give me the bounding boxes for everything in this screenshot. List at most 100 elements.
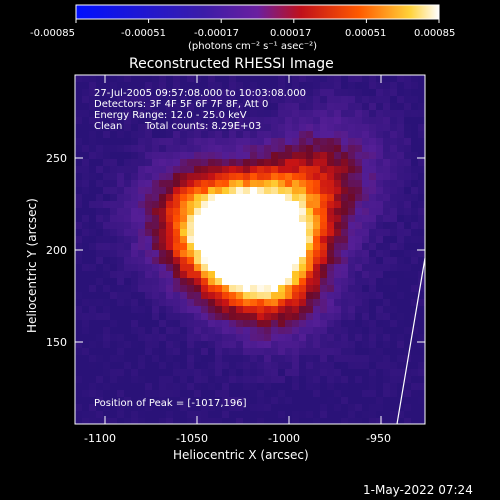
heatmap-cell bbox=[264, 306, 272, 314]
heatmap-cell bbox=[96, 117, 104, 125]
heatmap-cell bbox=[299, 229, 307, 237]
heatmap-cell bbox=[89, 278, 97, 286]
heatmap-cell bbox=[306, 124, 314, 132]
heatmap-cell bbox=[278, 89, 286, 97]
heatmap-cell bbox=[96, 383, 104, 391]
heatmap-cell bbox=[404, 194, 412, 202]
heatmap-cell bbox=[194, 187, 202, 195]
heatmap-cell bbox=[201, 117, 209, 125]
heatmap-cell bbox=[75, 355, 83, 363]
heatmap-cell bbox=[138, 362, 146, 370]
heatmap-cell bbox=[285, 103, 293, 111]
heatmap-cell bbox=[159, 124, 167, 132]
heatmap-cell bbox=[250, 229, 258, 237]
heatmap-cell bbox=[369, 103, 377, 111]
heatmap-cell bbox=[278, 208, 286, 216]
heatmap-cell bbox=[131, 145, 139, 153]
heatmap-cell bbox=[243, 215, 251, 223]
heatmap-cell bbox=[110, 299, 118, 307]
heatmap-cell bbox=[187, 152, 195, 160]
heatmap-cell bbox=[236, 138, 244, 146]
heatmap-cell bbox=[397, 201, 405, 209]
heatmap-cell bbox=[180, 82, 188, 90]
heatmap-cell bbox=[159, 194, 167, 202]
heatmap-cell bbox=[75, 292, 83, 300]
heatmap-cell bbox=[194, 243, 202, 251]
heatmap-cell bbox=[334, 117, 342, 125]
heatmap-cell bbox=[208, 264, 216, 272]
heatmap-cell bbox=[383, 397, 391, 405]
heatmap-cell bbox=[341, 173, 349, 181]
heatmap-cell bbox=[243, 96, 251, 104]
heatmap-cell bbox=[117, 243, 125, 251]
heatmap-cell bbox=[327, 313, 335, 321]
heatmap-cell bbox=[404, 376, 412, 384]
heatmap-cell bbox=[138, 124, 146, 132]
heatmap-cell bbox=[369, 173, 377, 181]
heatmap-cell bbox=[376, 285, 384, 293]
heatmap-cell bbox=[411, 89, 419, 97]
heatmap-cell bbox=[411, 299, 419, 307]
heatmap-cell bbox=[383, 180, 391, 188]
heatmap-cell bbox=[159, 313, 167, 321]
heatmap-cell bbox=[334, 145, 342, 153]
info-algorithm: Clean bbox=[94, 121, 122, 132]
heatmap-cell bbox=[292, 187, 300, 195]
heatmap-cell bbox=[138, 180, 146, 188]
heatmap-cell bbox=[320, 411, 328, 419]
heatmap-cell bbox=[145, 131, 153, 139]
heatmap-cell bbox=[278, 250, 286, 258]
heatmap-cell bbox=[334, 264, 342, 272]
heatmap-cell bbox=[278, 341, 286, 349]
heatmap-cell bbox=[201, 418, 209, 424]
heatmap-cell bbox=[138, 173, 146, 181]
heatmap-cell bbox=[229, 131, 237, 139]
heatmap-cell bbox=[313, 306, 321, 314]
heatmap-cell bbox=[278, 292, 286, 300]
heatmap-cell bbox=[110, 383, 118, 391]
heatmap-cell bbox=[89, 243, 97, 251]
heatmap-cell bbox=[236, 180, 244, 188]
heatmap-cell bbox=[236, 327, 244, 335]
heatmap-cell bbox=[250, 313, 258, 321]
heatmap-cell bbox=[222, 138, 230, 146]
heatmap-cell bbox=[110, 201, 118, 209]
heatmap-cell bbox=[103, 208, 111, 216]
heatmap-cell bbox=[327, 257, 335, 265]
heatmap-cell bbox=[397, 362, 405, 370]
heatmap-cell bbox=[82, 229, 90, 237]
heatmap-cell bbox=[96, 229, 104, 237]
heatmap-cell bbox=[299, 320, 307, 328]
heatmap-cell bbox=[180, 285, 188, 293]
heatmap-cell bbox=[124, 369, 132, 377]
heatmap-cell bbox=[117, 313, 125, 321]
heatmap-cell bbox=[271, 89, 279, 97]
heatmap-cell bbox=[327, 117, 335, 125]
heatmap-cell bbox=[243, 89, 251, 97]
heatmap-cell bbox=[187, 292, 195, 300]
heatmap-cell bbox=[166, 313, 174, 321]
heatmap-cell bbox=[82, 264, 90, 272]
heatmap-cell bbox=[187, 82, 195, 90]
heatmap-cell bbox=[103, 369, 111, 377]
heatmap-cell bbox=[404, 285, 412, 293]
heatmap-cell bbox=[271, 404, 279, 412]
heatmap-cell bbox=[278, 166, 286, 174]
heatmap-cell bbox=[264, 327, 272, 335]
heatmap-cell bbox=[124, 124, 132, 132]
heatmap-cell bbox=[243, 397, 251, 405]
heatmap-cell bbox=[313, 327, 321, 335]
heatmap-cell bbox=[208, 397, 216, 405]
heatmap-cell bbox=[369, 222, 377, 230]
heatmap-cell bbox=[362, 264, 370, 272]
heatmap-cell bbox=[278, 75, 286, 83]
heatmap-cell bbox=[103, 299, 111, 307]
heatmap-cell bbox=[180, 173, 188, 181]
heatmap-cell bbox=[404, 152, 412, 160]
heatmap-cell bbox=[383, 215, 391, 223]
heatmap-cell bbox=[250, 194, 258, 202]
heatmap-cell bbox=[208, 82, 216, 90]
heatmap-cell bbox=[194, 131, 202, 139]
heatmap-cell bbox=[383, 89, 391, 97]
heatmap-cell bbox=[362, 383, 370, 391]
